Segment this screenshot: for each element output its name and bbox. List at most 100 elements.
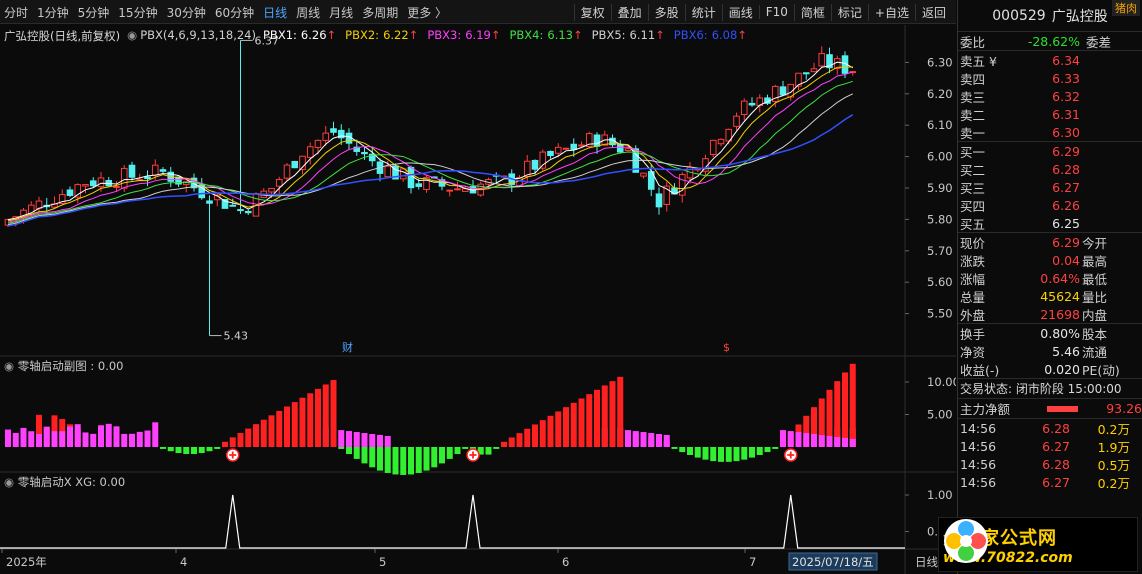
chart-area[interactable]: 6.30 6.20 6.10 6.00 5.90 5.80 5.70 5.60 5.50 6.37… bbox=[0, 25, 956, 574]
ind1-bar bbox=[175, 447, 182, 454]
sell-label: 卖三 bbox=[960, 89, 986, 105]
chart-bg bbox=[0, 25, 956, 574]
tick-row[interactable]: 14:56 6.28 0.2万 bbox=[958, 419, 1142, 437]
stat-value: 21698 bbox=[1040, 306, 1080, 322]
candle-body bbox=[322, 132, 330, 141]
kline-chart-svg[interactable]: 6.30 6.20 6.10 6.00 5.90 5.80 5.70 5.60 5.50 6.37… bbox=[0, 25, 956, 574]
ind1-bar bbox=[601, 385, 608, 447]
stock-name: 广弘控股 bbox=[1051, 8, 1108, 25]
buy-label: 买三 bbox=[960, 180, 986, 196]
candle-body bbox=[523, 160, 531, 177]
ind1-bar bbox=[307, 393, 314, 447]
period-tab-1[interactable]: 1分钟 bbox=[37, 5, 69, 20]
period-tab-6[interactable]: 日线 bbox=[263, 5, 288, 20]
sell-row[interactable]: 卖一 6.30 bbox=[958, 123, 1142, 141]
buy-row[interactable]: 买二 6.28 bbox=[958, 160, 1142, 178]
ind1-bar bbox=[524, 428, 531, 447]
tool-button-7[interactable]: 标记 bbox=[830, 3, 868, 21]
stock-header: 000529 广弘控股 猪肉 bbox=[958, 0, 1142, 32]
ind1-bar bbox=[702, 447, 709, 460]
tool-button-8[interactable]: +自选 bbox=[867, 3, 915, 21]
tick-list[interactable]: 14:56 6.28 0.2万 14:56 6.27 1.9万 14:56 6.28 0.5万 1… bbox=[958, 418, 1142, 491]
indicator2-toggle-icon[interactable]: ◉ bbox=[4, 475, 15, 489]
tick-row[interactable]: 14:56 6.28 0.5万 bbox=[958, 455, 1142, 473]
candle-body bbox=[337, 129, 345, 139]
ind1-bar bbox=[222, 441, 228, 447]
stat2-row: 收益(-) 0.020 PE(动) bbox=[958, 360, 1142, 378]
sell-row[interactable]: 卖五 ¥ 6.34 bbox=[958, 51, 1142, 69]
candle-body bbox=[554, 146, 562, 154]
stat2-label: 收益(-) bbox=[960, 362, 1000, 378]
ind1-bar bbox=[51, 431, 58, 447]
candle-body bbox=[283, 164, 291, 179]
buy-row[interactable]: 买三 6.27 bbox=[958, 178, 1142, 196]
tool-button-1[interactable]: 叠加 bbox=[610, 3, 648, 21]
period-tab-0[interactable]: 分时 bbox=[4, 5, 29, 20]
period-tab-7[interactable]: 周线 bbox=[296, 5, 321, 20]
sell-label: 卖四 bbox=[960, 71, 986, 87]
period-tab-8[interactable]: 月线 bbox=[329, 5, 354, 20]
candle-body bbox=[384, 165, 392, 178]
buy-row[interactable]: 买一 6.29 bbox=[958, 142, 1142, 160]
candle-body bbox=[624, 148, 632, 152]
stat2-label: 换手 bbox=[960, 326, 986, 342]
ind1-bar bbox=[803, 433, 810, 447]
tick-row[interactable]: 14:56 6.27 0.2万 bbox=[958, 473, 1142, 491]
price-tick-label: 6.10 bbox=[927, 118, 953, 132]
tick-row[interactable]: 14:56 6.27 1.9万 bbox=[958, 437, 1142, 455]
stat-value: 0.04 bbox=[1052, 252, 1080, 268]
ind2-tick-label: 1.00 bbox=[927, 488, 953, 502]
ind1-bar bbox=[826, 389, 833, 447]
ma-line-3 bbox=[7, 71, 853, 223]
ind1-bar bbox=[462, 447, 469, 449]
period-tab-5[interactable]: 60分钟 bbox=[214, 5, 255, 20]
period-tab-9[interactable]: 多周期 bbox=[362, 5, 399, 20]
tool-button-6[interactable]: 简框 bbox=[793, 3, 831, 21]
indicator-dropdown-icon[interactable]: ◉ bbox=[127, 28, 138, 42]
period-tab-2[interactable]: 5分钟 bbox=[77, 5, 110, 20]
indicator1-title-text: 零轴启动副图 : 0.00 bbox=[17, 359, 124, 373]
ind1-bar bbox=[353, 447, 360, 459]
buy-row[interactable]: 买四 6.26 bbox=[958, 196, 1142, 214]
ind1-bar bbox=[408, 447, 414, 475]
tool-button-2[interactable]: 多股 bbox=[647, 3, 685, 21]
ind1-bar bbox=[346, 431, 352, 447]
tool-button-4[interactable]: 画线 bbox=[721, 3, 759, 21]
indicator1-title: ◉ 零轴启动副图 : 0.00 bbox=[4, 358, 124, 374]
tool-button-3[interactable]: 统计 bbox=[684, 3, 722, 21]
candle-body bbox=[120, 167, 128, 189]
sell-row[interactable]: 卖二 6.31 bbox=[958, 105, 1142, 123]
ind1-bar bbox=[338, 447, 345, 449]
x-axis-label: 7 bbox=[749, 555, 756, 569]
candle-body bbox=[640, 172, 647, 177]
up-arrow-icon: ↑ bbox=[326, 28, 337, 42]
price-tick-label: 5.80 bbox=[927, 212, 953, 226]
candle-body bbox=[128, 164, 136, 178]
stat-row: 现价 6.29 今开 bbox=[958, 233, 1142, 251]
candle-body bbox=[407, 166, 415, 189]
buy-price: 6.26 bbox=[1052, 197, 1080, 213]
candle-body bbox=[330, 128, 337, 133]
buy-row[interactable]: 买五 6.25 bbox=[958, 214, 1142, 232]
period-tab-3[interactable]: 15分钟 bbox=[118, 5, 158, 20]
tool-button-9[interactable]: 返回 bbox=[914, 3, 952, 21]
ind1-bar bbox=[291, 402, 298, 447]
ind1-bar bbox=[229, 437, 236, 447]
sell-row[interactable]: 卖四 6.33 bbox=[958, 69, 1142, 87]
tool-button-0[interactable]: 复权 bbox=[573, 3, 611, 21]
ind1-bar bbox=[90, 433, 97, 447]
period-tab-10[interactable]: 更多 〉 bbox=[407, 5, 448, 20]
tool-button-5[interactable]: F10 bbox=[758, 5, 794, 19]
sell-row[interactable]: 卖三 6.32 bbox=[958, 87, 1142, 105]
price-tick-label: 5.50 bbox=[927, 307, 953, 321]
stat-row: 涨跌 0.04 最高 bbox=[958, 251, 1142, 269]
sell-price: 6.32 bbox=[1052, 88, 1080, 104]
sector-tag[interactable]: 猪肉 bbox=[1112, 0, 1140, 16]
pbx-label: PBX1: bbox=[263, 28, 297, 42]
ind1-bar bbox=[477, 447, 484, 455]
ind1-bar bbox=[617, 376, 624, 447]
ind1-bar bbox=[167, 447, 174, 452]
net-flow-bar bbox=[1046, 405, 1079, 412]
period-tab-4[interactable]: 30分钟 bbox=[166, 5, 206, 20]
indicator1-toggle-icon[interactable]: ◉ bbox=[4, 359, 15, 373]
